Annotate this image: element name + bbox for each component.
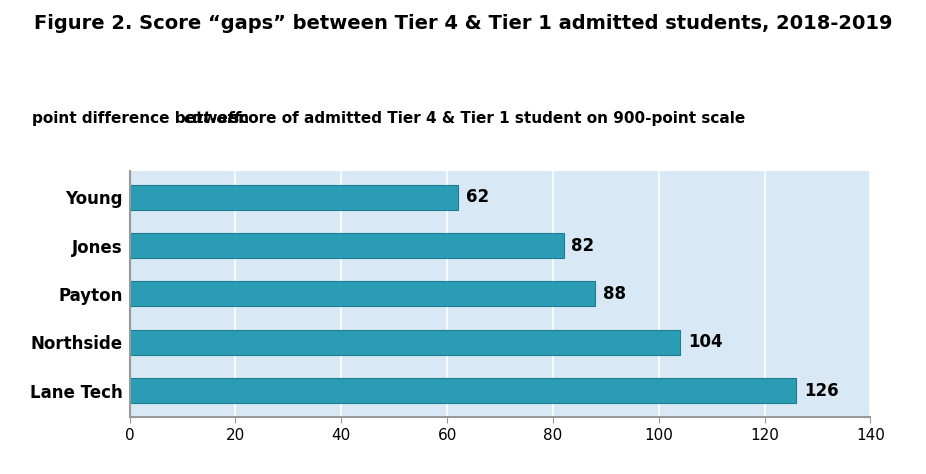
Text: point difference between: point difference between: [31, 111, 255, 126]
Text: Figure 2. Score “gaps” between Tier 4 & Tier 1 admitted students, 2018-2019: Figure 2. Score “gaps” between Tier 4 & …: [33, 14, 893, 33]
Text: 82: 82: [571, 237, 594, 255]
Bar: [130, 185, 457, 210]
Bar: [130, 281, 595, 307]
Text: 88: 88: [603, 285, 626, 303]
Text: 62: 62: [466, 188, 489, 206]
Bar: [130, 233, 564, 258]
Bar: [130, 378, 796, 403]
Text: 126: 126: [805, 382, 839, 400]
Text: score of admitted Tier 4 & Tier 1 student on 900-point scale: score of admitted Tier 4 & Tier 1 studen…: [225, 111, 745, 126]
Text: cut-off: cut-off: [183, 111, 240, 126]
Text: 104: 104: [688, 333, 722, 351]
Bar: [130, 329, 680, 355]
